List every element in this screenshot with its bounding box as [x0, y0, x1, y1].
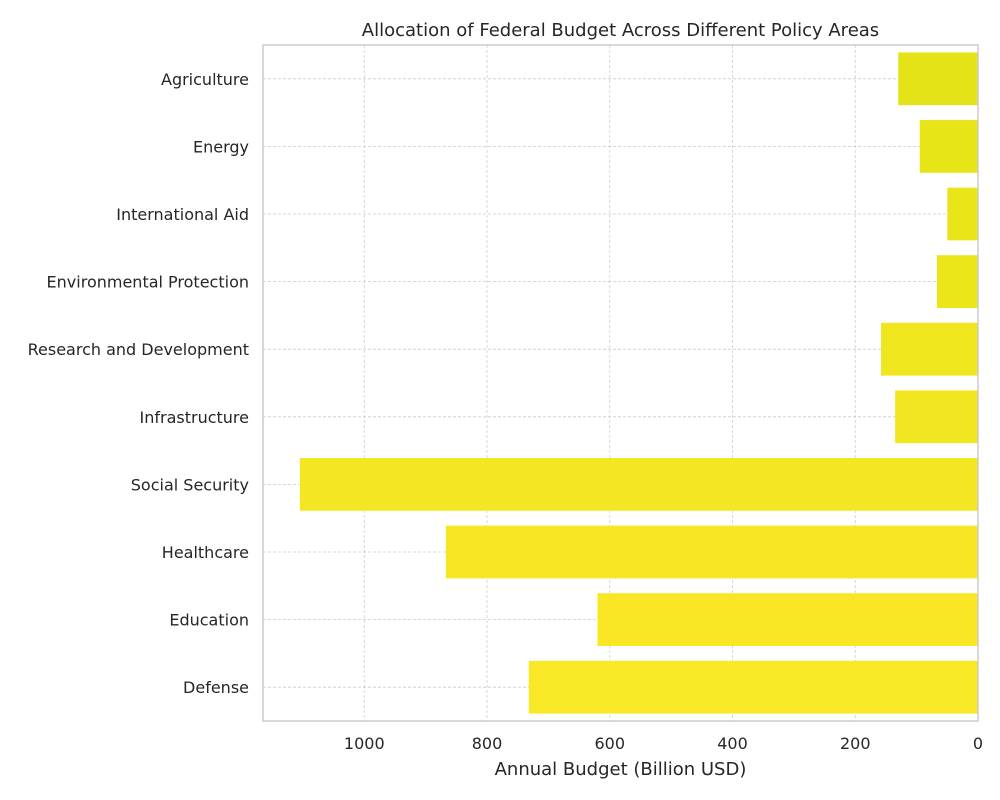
category-labels: Defense Education Healthcare Social Securit…: [28, 70, 249, 697]
x-tick-label: 600: [594, 734, 625, 753]
bar-environmental-protection: [936, 255, 978, 308]
bar-agriculture: [898, 52, 978, 106]
x-tick-label: 1000: [344, 734, 385, 753]
chart-title: Allocation of Federal Budget Across Diff…: [362, 20, 879, 41]
category-label: Education: [169, 611, 249, 630]
x-tick-label: 800: [472, 734, 503, 753]
bar-social-security: [299, 458, 978, 511]
category-label: Social Security: [131, 475, 249, 494]
plot-frame: [262, 44, 979, 722]
category-label: Defense: [183, 678, 249, 697]
category-label: Research and Development: [28, 340, 249, 359]
bars: [299, 52, 978, 714]
x-tick-label: 200: [840, 734, 871, 753]
category-label: Infrastructure: [140, 408, 249, 427]
x-tick-label: 0: [973, 734, 983, 753]
x-tick-labels: 1000 800 600 400 200 0: [344, 734, 983, 753]
category-label: International Aid: [116, 205, 249, 224]
category-label: Energy: [193, 137, 249, 156]
category-label: Agriculture: [161, 70, 249, 89]
bar-energy: [919, 120, 978, 173]
bar-healthcare: [445, 525, 978, 579]
category-label: Environmental Protection: [47, 273, 249, 292]
x-tick-label: 400: [717, 734, 748, 753]
bar-defense: [528, 660, 978, 714]
bar-education: [597, 593, 978, 646]
bar-infrastructure: [895, 390, 978, 444]
x-axis-label: Annual Budget (Billion USD): [495, 759, 747, 780]
category-label: Healthcare: [162, 543, 249, 562]
bar-international-aid: [947, 187, 978, 241]
bar-research-and-development: [881, 322, 978, 376]
